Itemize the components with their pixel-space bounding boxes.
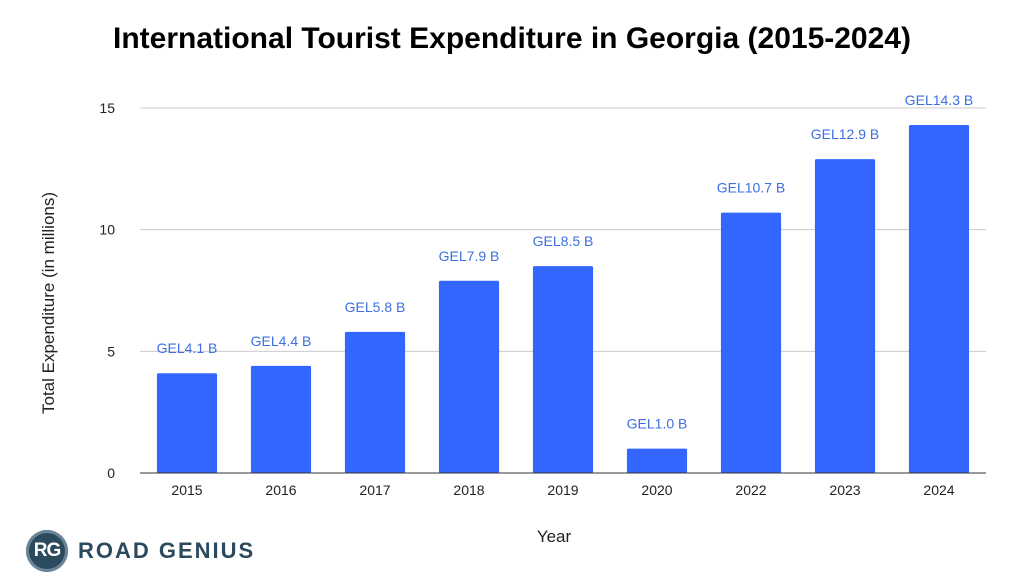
x-tick-label: 2017 [359, 482, 390, 498]
road-genius-logo: RG ROAD GENIUS [26, 528, 255, 574]
y-axis-label: Total Expenditure (in millions) [39, 192, 58, 414]
bar-2020 [626, 448, 688, 473]
x-tick-label: 2015 [171, 482, 202, 498]
y-axis-ticks: 0 5 10 15 [99, 100, 115, 481]
data-label-2020: GEL1.0 B [627, 416, 688, 432]
data-label-2017: GEL5.8 B [345, 299, 406, 315]
x-tick-label: 2019 [547, 482, 578, 498]
x-tick-label: 2024 [923, 482, 954, 498]
data-label-2015: GEL4.1 B [157, 340, 218, 356]
y-tick-label: 10 [99, 222, 115, 238]
bar-2016 [250, 365, 312, 473]
bar-2024 [908, 125, 970, 474]
bar-2023 [814, 159, 876, 473]
bars [156, 125, 970, 474]
x-tick-label: 2020 [641, 482, 672, 498]
x-tick-label: 2023 [829, 482, 860, 498]
y-tick-label: 5 [107, 343, 115, 359]
bar-2018 [438, 280, 500, 473]
bar-2022 [720, 212, 782, 473]
x-axis-label: Year [537, 527, 572, 546]
logo-badge-icon: RG [26, 530, 68, 572]
data-label-2016: GEL4.4 B [251, 333, 312, 349]
x-tick-label: 2022 [735, 482, 766, 498]
data-label-2023: GEL12.9 B [811, 126, 880, 142]
y-tick-label: 0 [107, 465, 115, 481]
bar-2015 [156, 373, 218, 473]
data-label-2022: GEL10.7 B [717, 180, 786, 196]
x-tick-label: 2016 [265, 482, 296, 498]
data-label-2024: GEL14.3 B [905, 92, 974, 108]
data-label-2018: GEL7.9 B [439, 248, 500, 264]
x-tick-label: 2018 [453, 482, 484, 498]
bar-2017 [344, 331, 406, 473]
bar-2019 [532, 266, 594, 473]
data-labels: GEL4.1 B GEL4.4 B GEL5.8 B GEL7.9 B GEL8.5 B… [157, 92, 974, 432]
chart-title: International Tourist Expenditure in Geo… [113, 22, 911, 55]
logo-text: ROAD GENIUS [78, 538, 256, 563]
x-axis-ticks: 2015 2016 2017 2018 2019 2020 2022 2023 2024 [171, 482, 954, 498]
y-tick-label: 15 [99, 100, 115, 116]
data-label-2019: GEL8.5 B [533, 233, 594, 249]
